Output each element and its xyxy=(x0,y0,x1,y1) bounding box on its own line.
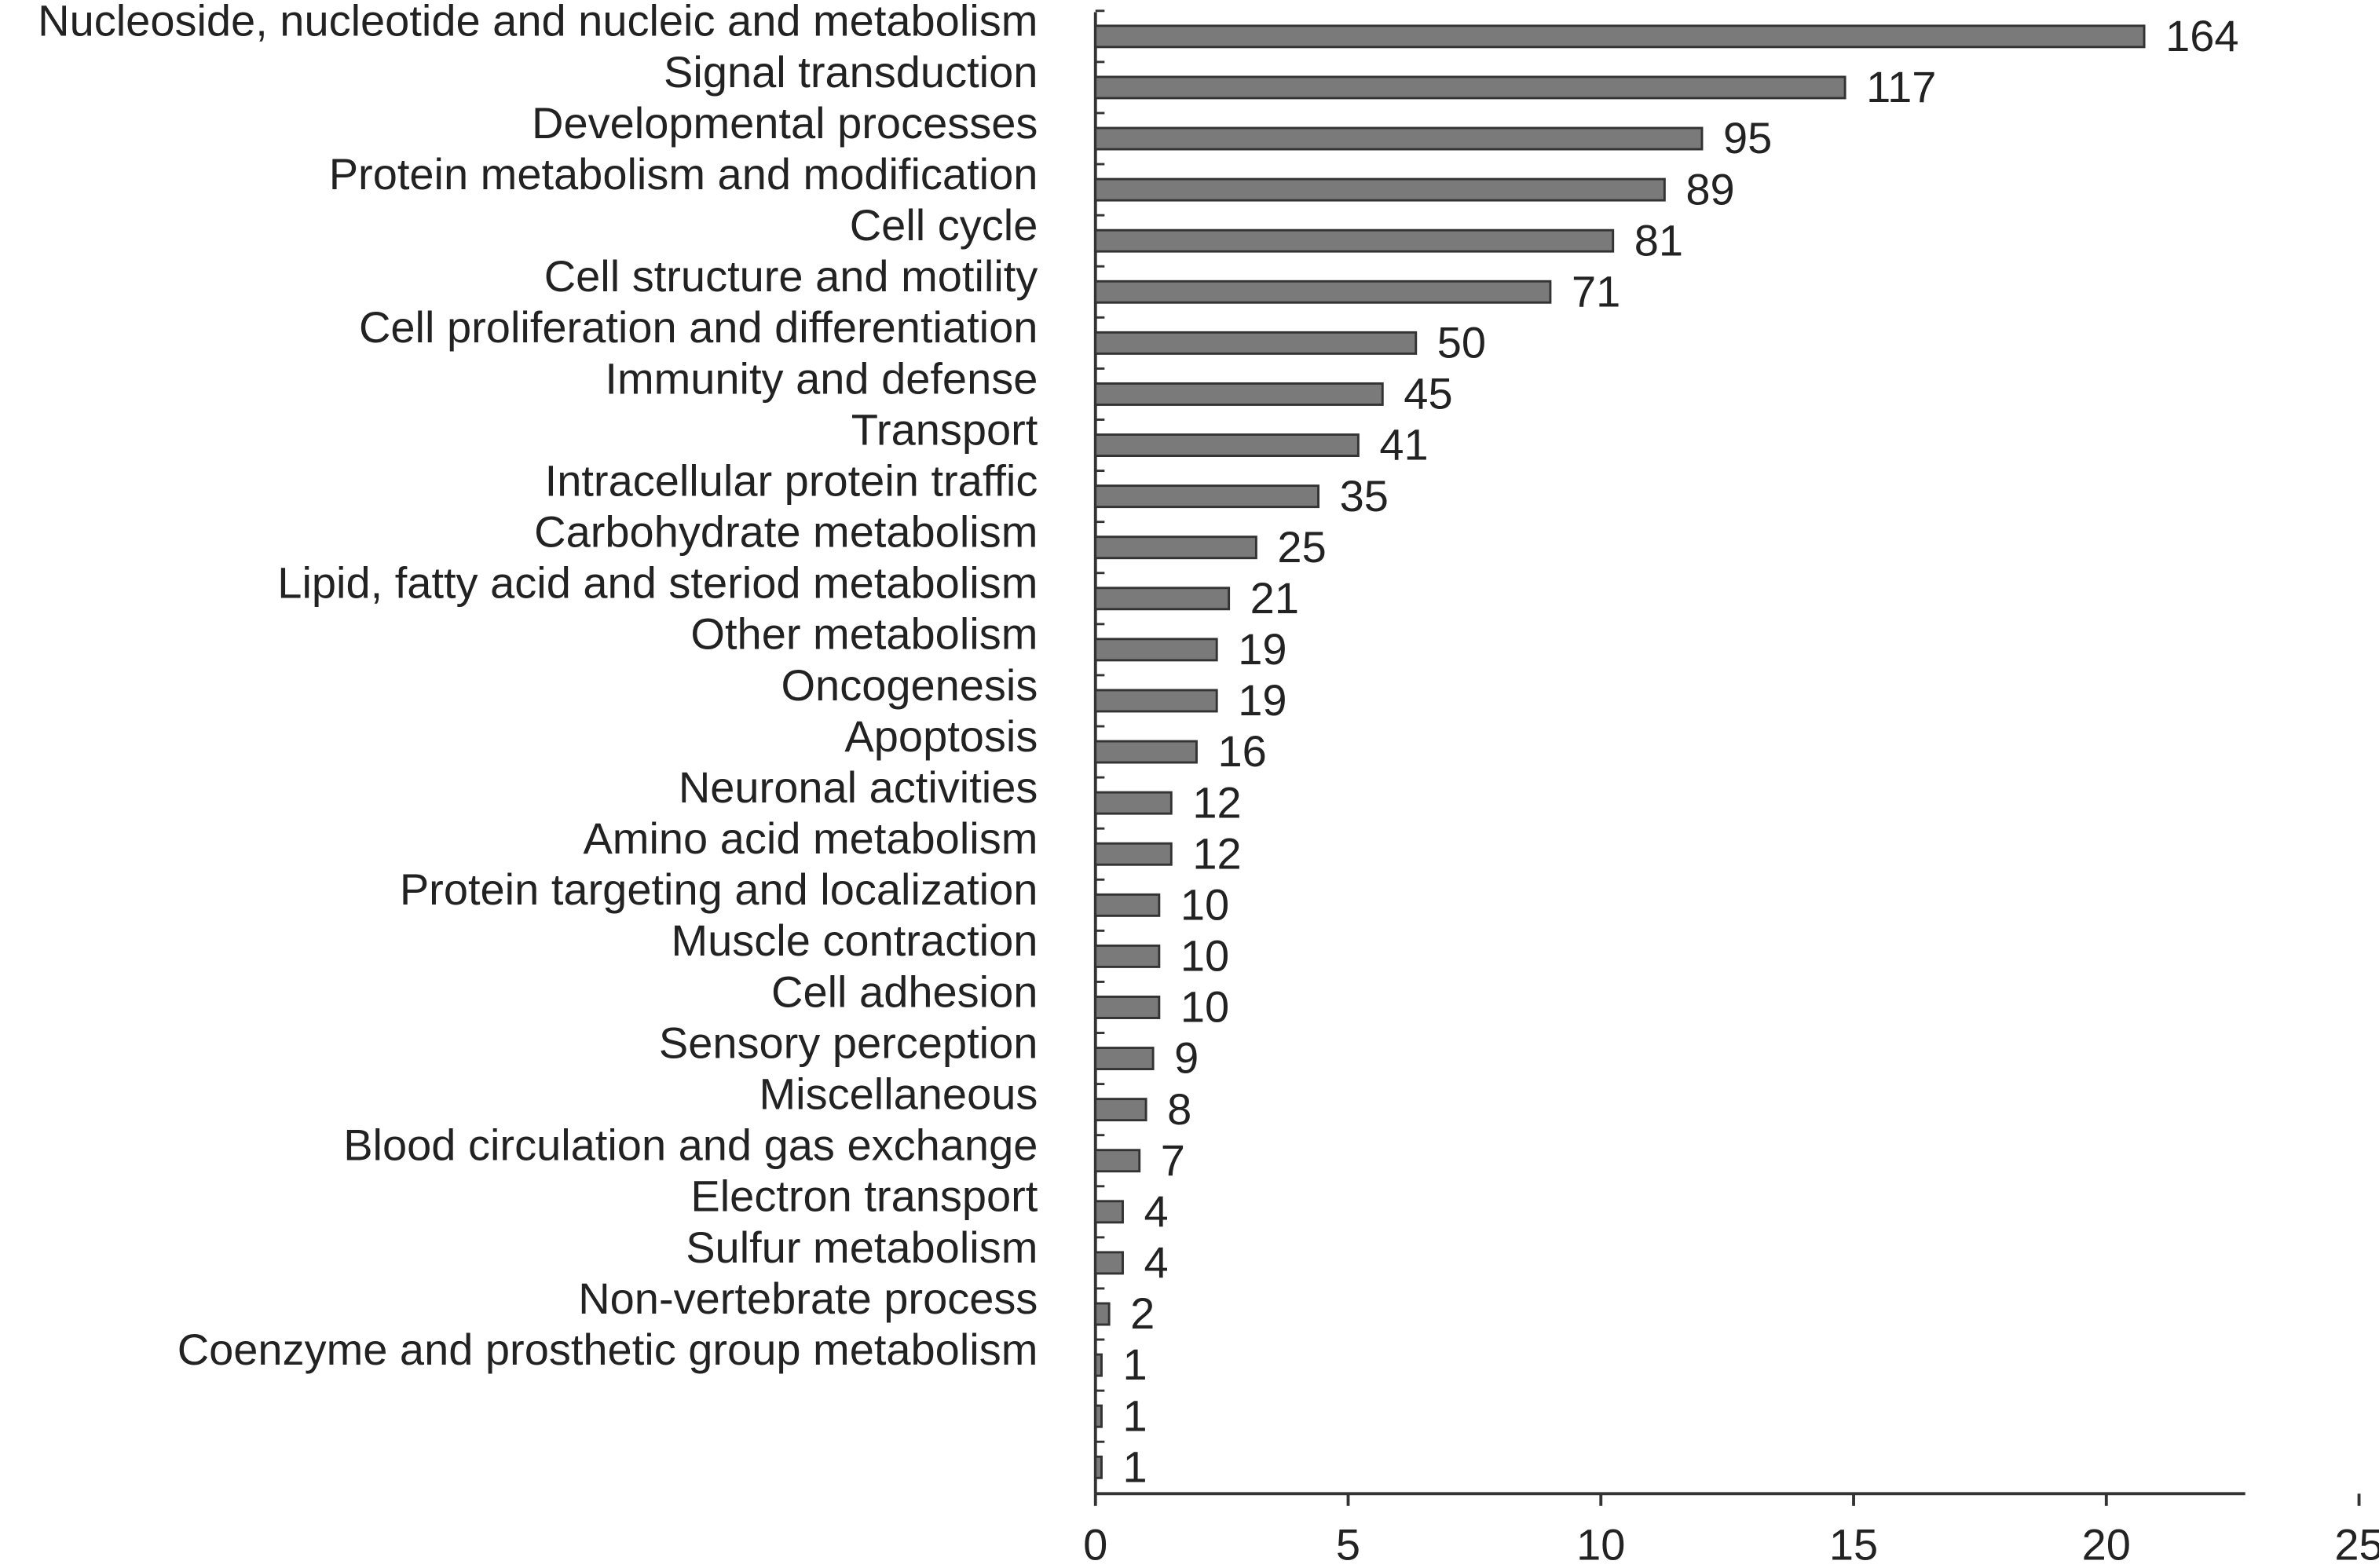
count-label: 1 xyxy=(1123,1442,1147,1491)
category-label: Miscellaneous xyxy=(759,1069,1038,1119)
count-label: 71 xyxy=(1572,266,1620,316)
category-label: Neuronal activities xyxy=(679,762,1038,812)
bar xyxy=(1094,1047,1155,1071)
category-label: Muscle contraction xyxy=(671,916,1038,965)
count-label: 10 xyxy=(1180,879,1229,929)
x-tick-label: 5 xyxy=(1336,1520,1360,1568)
bar xyxy=(1094,535,1257,560)
count-label: 1 xyxy=(1123,1340,1147,1389)
category-label: Cell structure and motility xyxy=(544,251,1038,301)
bar xyxy=(1094,280,1552,304)
count-label: 50 xyxy=(1437,318,1486,367)
bar xyxy=(1094,1404,1103,1428)
x-tick-label: 15 xyxy=(1829,1520,1878,1568)
count-label: 164 xyxy=(2165,11,2238,60)
category-label: Oncogenesis xyxy=(781,660,1038,710)
count-label: 41 xyxy=(1379,420,1428,470)
count-label: 19 xyxy=(1238,675,1286,725)
bar xyxy=(1094,1353,1103,1377)
bar xyxy=(1094,1098,1147,1122)
bar xyxy=(1094,689,1218,713)
category-label: Non-vertebrate process xyxy=(578,1274,1038,1323)
count-label: 10 xyxy=(1180,931,1229,981)
count-label: 19 xyxy=(1238,624,1286,674)
bar xyxy=(1094,893,1161,917)
count-label: 1 xyxy=(1123,1391,1147,1440)
category-label: Signal transduction xyxy=(664,47,1038,97)
category-label: Other metabolism xyxy=(690,609,1038,659)
count-label: 7 xyxy=(1161,1135,1185,1185)
count-label: 16 xyxy=(1218,726,1267,776)
category-label: Cell adhesion xyxy=(771,967,1038,1016)
category-label: Intracellular protein traffic xyxy=(545,455,1038,505)
category-label: Apoptosis xyxy=(844,711,1038,761)
category-label: Carbohydrate metabolism xyxy=(534,507,1038,557)
category-label: Sensory perception xyxy=(659,1018,1038,1067)
bar xyxy=(1094,382,1384,406)
count-label: 12 xyxy=(1192,777,1241,827)
category-label: Immunity and defense xyxy=(605,353,1038,403)
category-label: Amino acid metabolism xyxy=(583,813,1038,863)
category-label: Transport xyxy=(851,404,1038,454)
count-label: 35 xyxy=(1340,471,1389,521)
count-label: 2 xyxy=(1130,1288,1155,1338)
category-label: Coenzyme and prosthetic group metabolism xyxy=(178,1325,1038,1374)
bar xyxy=(1094,177,1666,202)
category-label: Cell cycle xyxy=(850,200,1038,250)
x-tick-label: 10 xyxy=(1576,1520,1625,1568)
x-tick-label: 0 xyxy=(1083,1520,1107,1568)
bar xyxy=(1094,331,1418,355)
bar xyxy=(1094,1200,1124,1224)
category-label: Blood circulation and gas exchange xyxy=(343,1120,1038,1170)
category-label: Developmental processes xyxy=(532,98,1038,148)
bar xyxy=(1094,1251,1124,1275)
bar xyxy=(1094,996,1161,1019)
count-label: 21 xyxy=(1250,573,1299,623)
bar xyxy=(1094,740,1198,764)
bar xyxy=(1094,126,1704,151)
count-label: 117 xyxy=(1866,62,1936,111)
bar xyxy=(1094,433,1360,458)
bar xyxy=(1094,944,1161,968)
bar xyxy=(1094,791,1173,815)
category-label: Sulfur metabolism xyxy=(686,1223,1038,1272)
count-label: 89 xyxy=(1685,164,1734,214)
bar xyxy=(1094,24,2146,49)
bar xyxy=(1094,842,1173,866)
bar xyxy=(1094,587,1231,611)
bar xyxy=(1094,1455,1103,1479)
category-label: Lipid, fatty acid and steriod metabolism xyxy=(277,558,1038,608)
count-label: 9 xyxy=(1174,1033,1199,1083)
category-label: Protein targeting and localization xyxy=(400,864,1038,914)
bar xyxy=(1094,228,1615,253)
x-tick-label: 25 xyxy=(2334,1520,2379,1568)
count-label: 12 xyxy=(1192,828,1241,878)
category-label: Protein metabolism and modification xyxy=(329,149,1038,199)
count-label: 10 xyxy=(1180,982,1229,1032)
count-label: 4 xyxy=(1144,1237,1169,1287)
category-label: Cell proliferation and differentiation xyxy=(359,302,1038,352)
bar xyxy=(1094,1149,1141,1173)
count-label: 25 xyxy=(1277,522,1326,572)
count-label: 4 xyxy=(1144,1186,1169,1236)
bar xyxy=(1094,75,1846,100)
category-label: Electron transport xyxy=(690,1171,1038,1221)
count-label: 45 xyxy=(1404,369,1452,418)
count-label: 81 xyxy=(1634,215,1683,265)
bar xyxy=(1094,638,1218,662)
bar xyxy=(1094,1302,1111,1326)
count-label: 8 xyxy=(1167,1084,1191,1134)
count-label: 95 xyxy=(1723,113,1772,163)
x-tick-label: 20 xyxy=(2082,1520,2131,1568)
category-label: Nucleoside, nucleotide and nucleic and m… xyxy=(38,0,1038,46)
bar xyxy=(1094,484,1319,509)
